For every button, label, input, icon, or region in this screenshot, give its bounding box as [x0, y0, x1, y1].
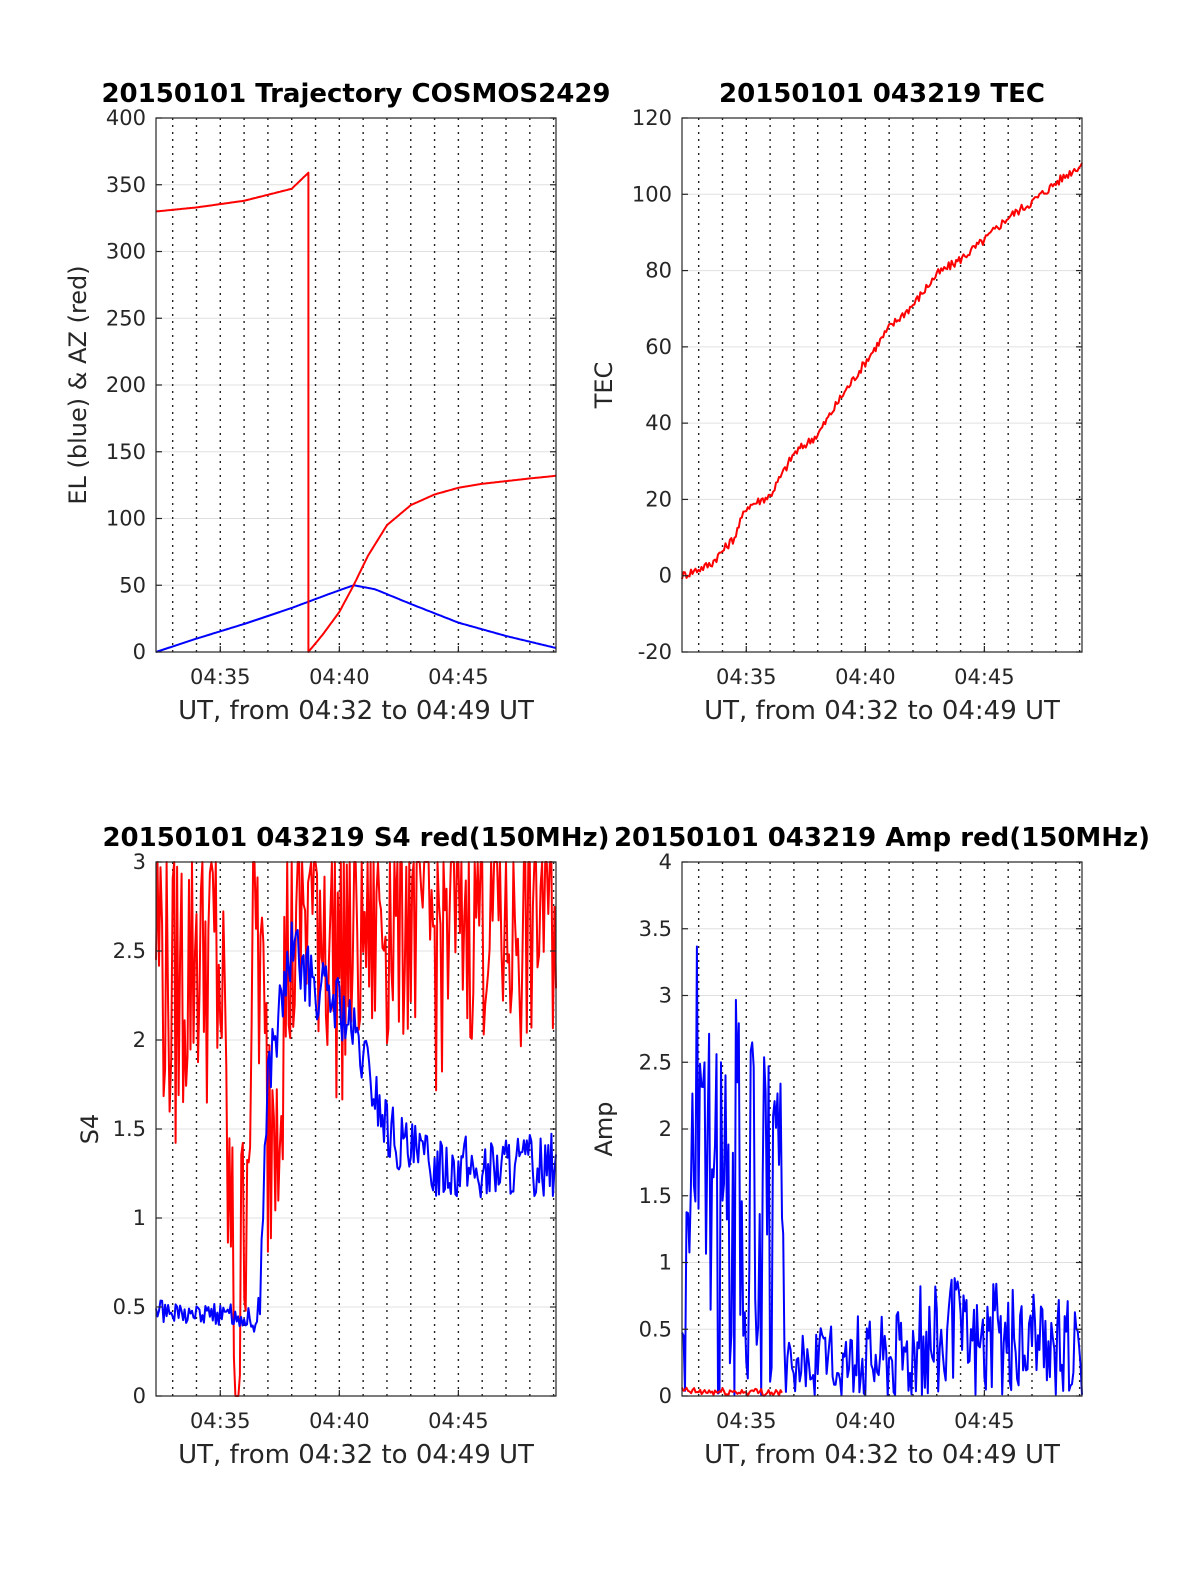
y-tick-label: 2.5 [639, 1050, 672, 1074]
y-tick-label: 0 [133, 1384, 146, 1408]
y-tick-label: 350 [106, 173, 146, 197]
chart-title: 20150101 043219 Amp red(150MHz) [614, 823, 1150, 853]
y-tick-label: 100 [632, 182, 672, 206]
y-tick-label: 150 [106, 440, 146, 464]
y-tick-label: 100 [106, 507, 146, 531]
x-tick-label: 04:35 [716, 1409, 777, 1433]
plot-area [682, 118, 1082, 652]
y-tick-label: 400 [106, 106, 146, 130]
ticks: 0 0.5 1 1.5 2 2.5 3 3.5 4 04:35 04:40 04:45 [639, 850, 1082, 1433]
y-tick-label: 3 [659, 984, 672, 1008]
y-tick-label: 1 [659, 1251, 672, 1275]
grid [156, 117, 556, 653]
x-tick-label: 04:40 [835, 1409, 896, 1433]
amp-panel: 0 0.5 1 1.5 2 2.5 3 3.5 4 04:35 04:40 04:45 2015010… [590, 823, 1150, 1470]
x-axis-label: UT, from 04:32 to 04:49 UT [704, 1440, 1060, 1470]
chart-title: 20150101 043219 TEC [719, 79, 1045, 109]
y-tick-label: 0 [133, 640, 146, 664]
y-tick-label: 1.5 [639, 1184, 672, 1208]
y-tick-label: 50 [119, 573, 146, 597]
grid [682, 117, 1082, 653]
y-tick-label: 0.5 [639, 1317, 672, 1341]
series-line [681, 162, 1083, 580]
y-tick-label: 250 [106, 306, 146, 330]
y-axis-label: Amp [590, 1101, 618, 1156]
x-tick-label: 04:35 [190, 665, 251, 689]
y-tick-label: 0 [659, 564, 672, 588]
y-tick-label: 200 [106, 373, 146, 397]
y-tick-label: 2 [659, 1117, 672, 1141]
x-tick-label: 04:45 [954, 665, 1015, 689]
x-tick-label: 04:45 [954, 1409, 1015, 1433]
y-tick-label: 3 [133, 850, 146, 874]
x-axis-label: UT, from 04:32 to 04:49 UT [178, 1440, 534, 1470]
ticks: 0 50 100 150 200 250 300 350 400 04:35 04:40 04:45 [106, 106, 556, 689]
y-tick-label: 1.5 [113, 1117, 146, 1141]
y-tick-label: 2 [133, 1028, 146, 1052]
chart-title: 20150101 043219 S4 red(150MHz) [102, 823, 609, 853]
x-tick-label: 04:45 [428, 665, 489, 689]
tec-panel: -20 0 20 40 60 80 100 120 04:35 04:40 04:45 201501… [590, 79, 1083, 726]
x-axis-label: UT, from 04:32 to 04:49 UT [178, 696, 534, 726]
chart-title: 20150101 Trajectory COSMOS2429 [101, 79, 610, 109]
series-layer [681, 945, 1083, 1397]
ticks: 0 0.5 1 1.5 2 2.5 3 04:35 04:40 04:45 [113, 850, 556, 1433]
series-layer [681, 162, 1083, 580]
x-tick-label: 04:35 [716, 665, 777, 689]
y-tick-label: 0 [659, 1384, 672, 1408]
y-tick-label: 1 [133, 1206, 146, 1230]
series-line [155, 171, 557, 653]
y-tick-label: -20 [638, 640, 672, 664]
x-tick-label: 04:45 [428, 1409, 489, 1433]
y-axis-label: EL (blue) & AZ (red) [64, 265, 92, 504]
x-tick-label: 04:35 [190, 1409, 251, 1433]
s4-panel: 0 0.5 1 1.5 2 2.5 3 04:35 04:40 04:45 20150101 04… [76, 823, 610, 1470]
y-axis-label: S4 [76, 1114, 104, 1145]
y-tick-label: 4 [659, 850, 672, 874]
y-tick-label: 300 [106, 240, 146, 264]
y-tick-label: 80 [645, 259, 672, 283]
y-tick-label: 60 [645, 335, 672, 359]
plot-frame [681, 117, 1083, 653]
x-axis-label: UT, from 04:32 to 04:49 UT [704, 696, 1060, 726]
ticks: -20 0 20 40 60 80 100 120 04:35 04:40 04:45 [632, 106, 1082, 689]
series-line [681, 945, 1083, 1397]
y-tick-label: 40 [645, 411, 672, 435]
x-tick-label: 04:40 [309, 1409, 370, 1433]
y-axis-label: TEC [590, 362, 618, 410]
x-tick-label: 04:40 [309, 665, 370, 689]
y-tick-label: 2.5 [113, 939, 146, 963]
y-tick-label: 0.5 [113, 1295, 146, 1319]
y-tick-label: 20 [645, 487, 672, 511]
x-tick-label: 04:40 [835, 665, 896, 689]
y-tick-label: 120 [632, 106, 672, 130]
y-tick-label: 3.5 [639, 917, 672, 941]
series-line [155, 921, 557, 1333]
series-line [681, 1386, 783, 1397]
series-layer [155, 171, 557, 653]
series-line [155, 584, 557, 653]
